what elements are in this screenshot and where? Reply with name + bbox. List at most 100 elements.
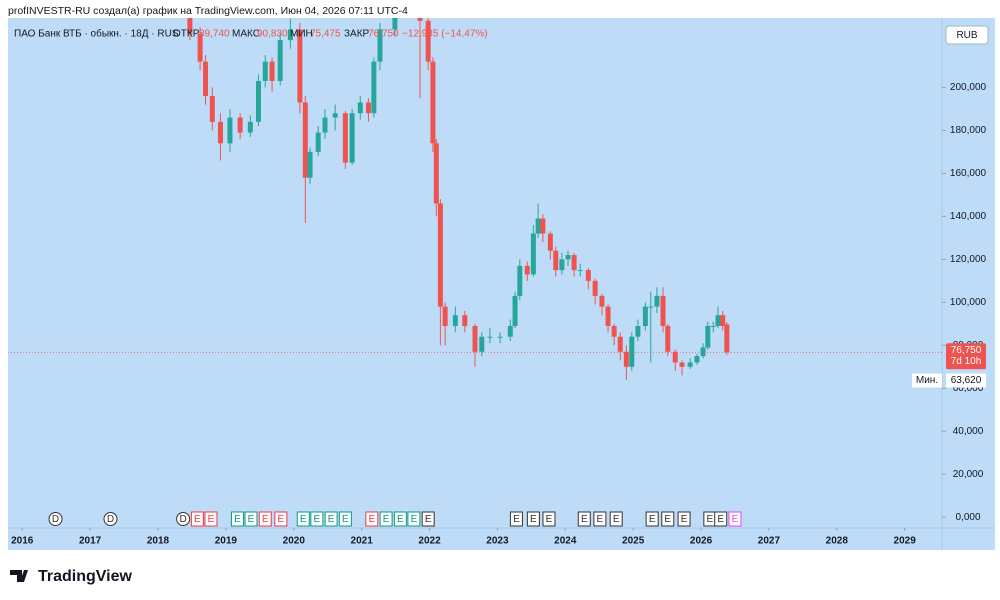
- earnings-marker: [609, 511, 623, 527]
- candle: [433, 138, 439, 217]
- candle: [357, 96, 363, 120]
- last-price-label: 76,750: [951, 345, 982, 356]
- event-label: E: [681, 514, 688, 525]
- candle-body: [507, 325, 513, 337]
- candle: [487, 328, 493, 344]
- candle: [472, 323, 478, 367]
- earnings-marker: [714, 511, 728, 527]
- event-label: E: [530, 514, 537, 525]
- x-tick-label: 2017: [79, 536, 102, 547]
- candle-body: [277, 40, 283, 81]
- candle-body: [540, 218, 546, 234]
- candle: [720, 310, 726, 331]
- earnings-marker: [677, 511, 691, 527]
- candle-body: [565, 255, 571, 260]
- candle-body: [535, 218, 541, 234]
- event-label: E: [262, 514, 269, 525]
- earnings-marker: [190, 511, 204, 527]
- earnings-marker: [407, 511, 421, 527]
- legend-high: 90,830: [257, 29, 288, 40]
- candle: [442, 302, 448, 346]
- candle: [307, 147, 313, 185]
- candle: [287, 18, 293, 49]
- min-value-box: [946, 373, 986, 388]
- earnings-marker: [365, 511, 379, 527]
- y-tick-label: 100,000: [950, 297, 987, 308]
- x-tick-label: 2026: [690, 536, 713, 547]
- event-label: E: [397, 514, 404, 525]
- candle-body: [357, 102, 363, 114]
- x-tick-label: 2018: [147, 536, 170, 547]
- candle-body: [623, 351, 629, 367]
- candle-body: [197, 33, 203, 62]
- candle-body: [660, 295, 666, 326]
- y-tick-label: 40,000: [953, 426, 984, 437]
- dividend-marker: [176, 512, 191, 526]
- legend-low: 75,475: [310, 29, 341, 40]
- x-tick-label: 2020: [283, 536, 306, 547]
- candle: [571, 252, 577, 277]
- min-name-box: [912, 373, 942, 388]
- candle-body: [425, 20, 431, 62]
- earnings-marker: [593, 511, 607, 527]
- min-name: Мин.: [916, 375, 938, 386]
- candle: [255, 74, 261, 127]
- currency: RUB: [956, 30, 977, 41]
- candle: [371, 57, 377, 118]
- attribution: profINVESTR-RU создал(а) график на Tradi…: [8, 5, 408, 17]
- y-tick-label: 180,000: [950, 125, 987, 136]
- candle: [694, 353, 700, 365]
- candle: [392, 18, 398, 36]
- candle-body: [512, 295, 518, 326]
- candle-body: [617, 336, 623, 352]
- candle-body: [720, 315, 726, 326]
- candle-body: [407, 0, 412, 1]
- candle: [710, 321, 716, 333]
- candle: [679, 360, 685, 376]
- event-label: E: [278, 514, 285, 525]
- candle-body: [592, 280, 598, 296]
- candle-body: [585, 270, 591, 281]
- event-label: E: [717, 514, 724, 525]
- event-label: E: [513, 514, 520, 525]
- candle: [365, 98, 371, 122]
- candle-body: [187, 18, 193, 34]
- candle: [437, 199, 443, 346]
- event-label: E: [368, 514, 375, 525]
- candle: [217, 113, 223, 161]
- candle-body: [487, 336, 493, 338]
- candle: [407, 0, 412, 12]
- candle: [524, 261, 530, 281]
- y-tick-label: 60,000: [953, 383, 984, 394]
- candle: [237, 113, 243, 139]
- legend-close-label: ЗАКР: [344, 29, 370, 40]
- earnings-marker: [661, 511, 675, 527]
- candle: [262, 55, 268, 88]
- candle-body: [462, 315, 468, 326]
- candle: [247, 115, 253, 137]
- candle-body: [332, 113, 338, 118]
- earnings-marker: [244, 511, 258, 527]
- candle: [203, 55, 209, 105]
- earnings-marker: [310, 511, 324, 527]
- x-tick-label: 2029: [894, 536, 917, 547]
- x-tick-label: 2027: [758, 536, 781, 547]
- x-tick-label: 2016: [11, 536, 34, 547]
- candle: [417, 18, 423, 99]
- event-label: E: [411, 514, 418, 525]
- candle: [425, 18, 431, 71]
- plot: [8, 0, 942, 380]
- candle: [269, 57, 275, 92]
- candle: [642, 302, 648, 331]
- event-label: E: [613, 514, 620, 525]
- candle: [553, 246, 559, 277]
- event-label: D: [107, 514, 114, 525]
- candle: [430, 57, 436, 152]
- candle-body: [715, 315, 721, 326]
- candle-body: [648, 306, 654, 308]
- event-label: E: [234, 514, 241, 525]
- legend-low-label: МИН: [290, 29, 313, 40]
- candle: [332, 104, 338, 131]
- candle: [512, 291, 518, 329]
- event-label: E: [732, 514, 739, 525]
